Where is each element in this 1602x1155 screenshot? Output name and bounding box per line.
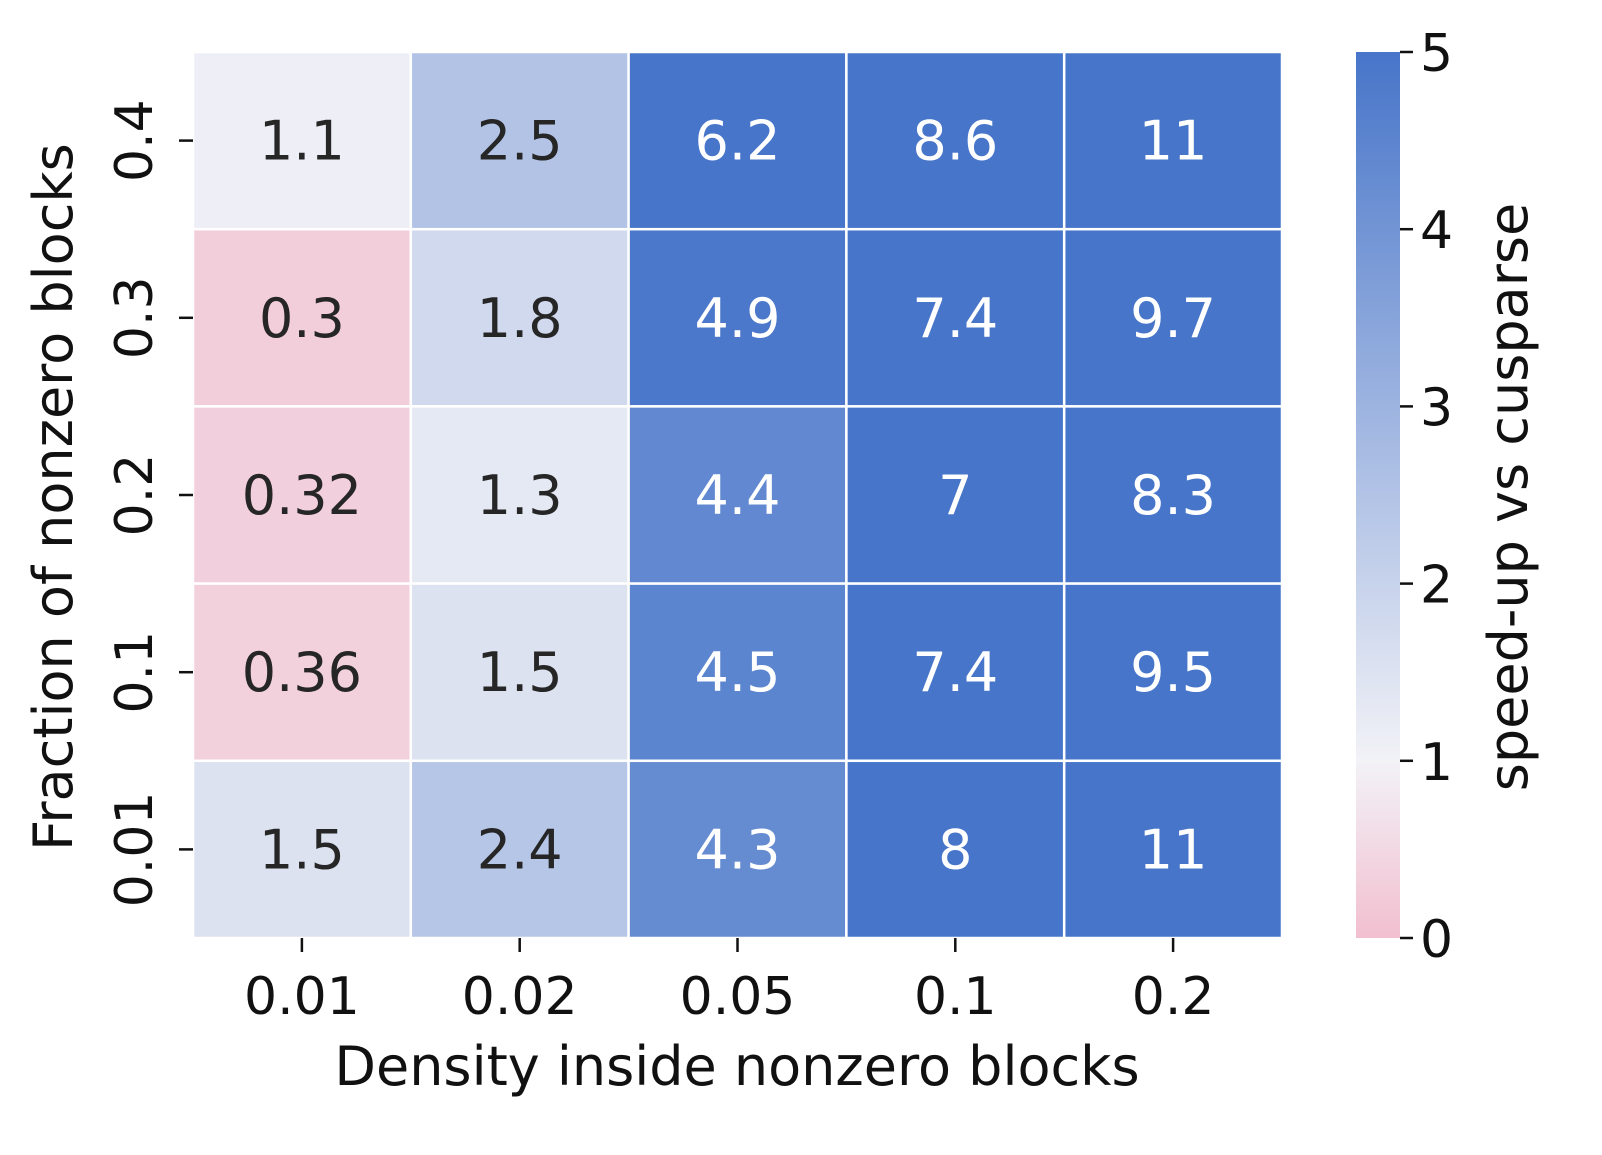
heatmap-cell — [627, 759, 848, 940]
x-tick-label: 0.05 — [680, 967, 796, 1027]
colorbar-tick-label: 3 — [1420, 378, 1453, 438]
colorbar: 0 1 2 3 4 5 speed-up vs cusparse — [1356, 24, 1540, 970]
y-tick-label: 0.3 — [105, 276, 165, 359]
cell-value-label: 9.7 — [1130, 287, 1216, 350]
cell-value-label: 8.3 — [1130, 464, 1216, 527]
heatmap-cell — [627, 50, 848, 231]
cell-value-label: 4.4 — [695, 464, 781, 527]
cell-value-label: 2.5 — [477, 110, 563, 173]
cell-value-label: 9.5 — [1130, 641, 1216, 704]
heatmap-cell — [1062, 582, 1284, 763]
cell-value-label: 7 — [938, 464, 972, 527]
cell-value-label: 1.5 — [259, 818, 345, 881]
heatmap-cell — [627, 405, 848, 585]
heatmap-cell — [191, 759, 413, 940]
colorbar-tick-label: 5 — [1420, 24, 1453, 84]
cell-value-label: 8.6 — [912, 110, 998, 173]
x-tick-label: 0.1 — [914, 967, 997, 1027]
heatmap-cell — [1062, 50, 1284, 231]
x-axis: 0.01 0.02 0.05 0.1 0.2 — [244, 938, 1214, 1027]
colorbar-tick-label: 1 — [1420, 733, 1453, 793]
x-tick-label: 0.2 — [1132, 967, 1215, 1027]
cell-value-label: 6.2 — [695, 110, 781, 173]
cell-value-label: 8 — [938, 818, 972, 881]
cell-value-label: 7.4 — [912, 287, 998, 350]
heatmap-cell — [1062, 405, 1284, 585]
heatmap-cell — [191, 227, 413, 408]
cell-value-label: 1.1 — [259, 110, 345, 173]
colorbar-tick-label: 2 — [1420, 556, 1453, 616]
heatmap-cell — [191, 50, 413, 231]
cell-value-label: 4.9 — [695, 287, 781, 350]
heatmap-cell — [1062, 759, 1284, 940]
heatmap-cell — [845, 582, 1066, 763]
cell-value-label: 0.36 — [242, 641, 362, 704]
heatmap-cell — [845, 405, 1066, 585]
colorbar-gradient — [1356, 52, 1400, 938]
cell-value-label: 2.4 — [477, 818, 563, 881]
cell-value-label: 11 — [1139, 818, 1208, 881]
heatmap-cell — [409, 50, 630, 231]
colorbar-tick-label: 0 — [1420, 910, 1453, 970]
y-tick-label: 0.1 — [105, 631, 165, 714]
cell-value-label: 4.3 — [695, 818, 781, 881]
y-tick-label: 0.4 — [105, 99, 165, 182]
heatmap-cell — [409, 759, 630, 940]
cell-value-label: 0.3 — [259, 287, 345, 350]
heatmap-cell — [409, 405, 630, 585]
cell-value-label: 11 — [1139, 110, 1208, 173]
heatmap-cell — [1062, 227, 1284, 408]
colorbar-tick-label: 4 — [1420, 201, 1453, 261]
heatmap-cells: 1.1 2.5 6.2 8.6 11 0.3 1.8 4.9 7.4 9.7 0.32 1.3 4.4 7… — [191, 50, 1284, 940]
cell-value-label: 0.32 — [242, 464, 362, 527]
y-tick-label: 0.01 — [105, 792, 165, 908]
heatmap-cell — [845, 50, 1066, 231]
x-axis-title: Density inside nonzero blocks — [334, 1035, 1139, 1098]
cell-value-label: 4.5 — [695, 641, 781, 704]
y-tick-label: 0.2 — [105, 454, 165, 537]
cell-value-label: 1.8 — [477, 287, 563, 350]
colorbar-label: speed-up vs cusparse — [1477, 203, 1540, 792]
x-tick-label: 0.02 — [462, 967, 578, 1027]
colorbar-ticks: 0 1 2 3 4 5 — [1400, 24, 1453, 970]
heatmap-cell — [409, 582, 630, 763]
cell-value-label: 7.4 — [912, 641, 998, 704]
cell-value-label: 1.3 — [477, 464, 563, 527]
y-axis-title: Fraction of nonzero blocks — [22, 143, 85, 851]
y-axis: 0.4 0.3 0.2 0.1 0.01 — [105, 99, 193, 907]
x-tick-label: 0.01 — [244, 967, 360, 1027]
heatmap-cell — [627, 227, 848, 408]
cell-value-label: 1.5 — [477, 641, 563, 704]
heatmap-cell — [627, 582, 848, 763]
